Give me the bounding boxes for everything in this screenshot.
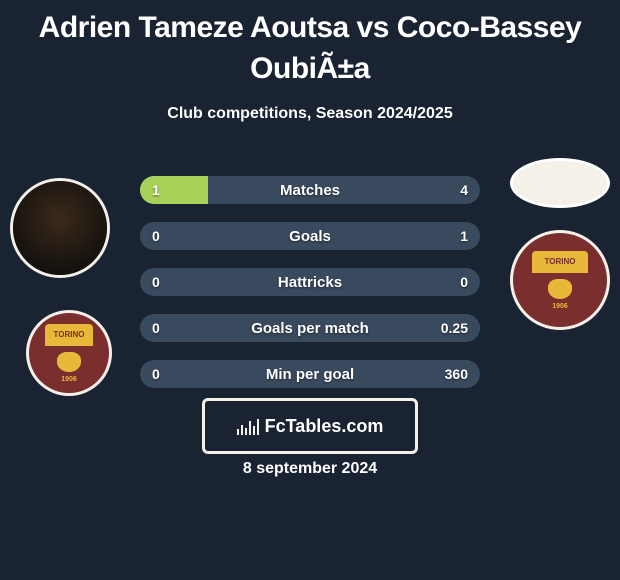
team-right-crest: TORINO 1906 bbox=[510, 230, 610, 330]
stat-label: Goals per match bbox=[140, 320, 480, 337]
player-right-avatar bbox=[510, 158, 610, 208]
subtitle: Club competitions, Season 2024/2025 bbox=[0, 105, 620, 123]
stat-value-right: 4 bbox=[460, 182, 468, 198]
site-logo: FcTables.com bbox=[202, 398, 418, 454]
stat-row: Goals per match0 0.25 bbox=[140, 314, 480, 342]
logo-text: FcTables.com bbox=[265, 416, 384, 437]
crest-label: TORINO bbox=[532, 251, 588, 273]
comparison-card: Adrien Tameze Aoutsa vs Coco-Bassey Oubi… bbox=[0, 0, 620, 580]
stat-value-left: 0 bbox=[152, 228, 160, 244]
stat-value-left: 0 bbox=[152, 274, 160, 290]
logo-bar bbox=[237, 429, 239, 435]
date-label: 8 september 2024 bbox=[0, 460, 620, 478]
bull-icon bbox=[540, 273, 580, 303]
stat-value-right: 0 bbox=[460, 274, 468, 290]
stat-value-right: 1 bbox=[460, 228, 468, 244]
bull-icon bbox=[49, 346, 89, 376]
stat-value-left: 0 bbox=[152, 366, 160, 382]
stat-value-left: 1 bbox=[152, 182, 160, 198]
stat-row: Matches1 4 bbox=[140, 176, 480, 204]
logo-bar bbox=[245, 428, 247, 435]
stat-row: Hattricks0 0 bbox=[140, 268, 480, 296]
logo-bar bbox=[253, 426, 255, 435]
stat-value-right: 0.25 bbox=[441, 320, 468, 336]
bar-chart-icon bbox=[237, 417, 259, 435]
stat-label: Matches bbox=[140, 182, 480, 199]
stat-label: Min per goal bbox=[140, 366, 480, 383]
logo-bar bbox=[249, 421, 251, 435]
avatar-face-icon bbox=[13, 181, 107, 275]
logo-bar bbox=[241, 425, 243, 435]
stat-label: Goals bbox=[140, 228, 480, 245]
player-left-avatar bbox=[10, 178, 110, 278]
stat-value-left: 0 bbox=[152, 320, 160, 336]
team-left-crest: TORINO 1906 bbox=[26, 310, 112, 396]
stats-bars: Matches14Goals01Hattricks00Goals per mat… bbox=[140, 176, 480, 406]
page-title: Adrien Tameze Aoutsa vs Coco-Bassey Oubi… bbox=[0, 0, 620, 89]
stat-value-right: 360 bbox=[445, 366, 468, 382]
crest-year: 1906 bbox=[552, 303, 568, 310]
crest-year: 1906 bbox=[61, 376, 77, 383]
crest-label: TORINO bbox=[45, 324, 93, 346]
stat-label: Hattricks bbox=[140, 274, 480, 291]
logo-bar bbox=[257, 419, 259, 435]
stat-row: Min per goal0 360 bbox=[140, 360, 480, 388]
stat-row: Goals0 1 bbox=[140, 222, 480, 250]
